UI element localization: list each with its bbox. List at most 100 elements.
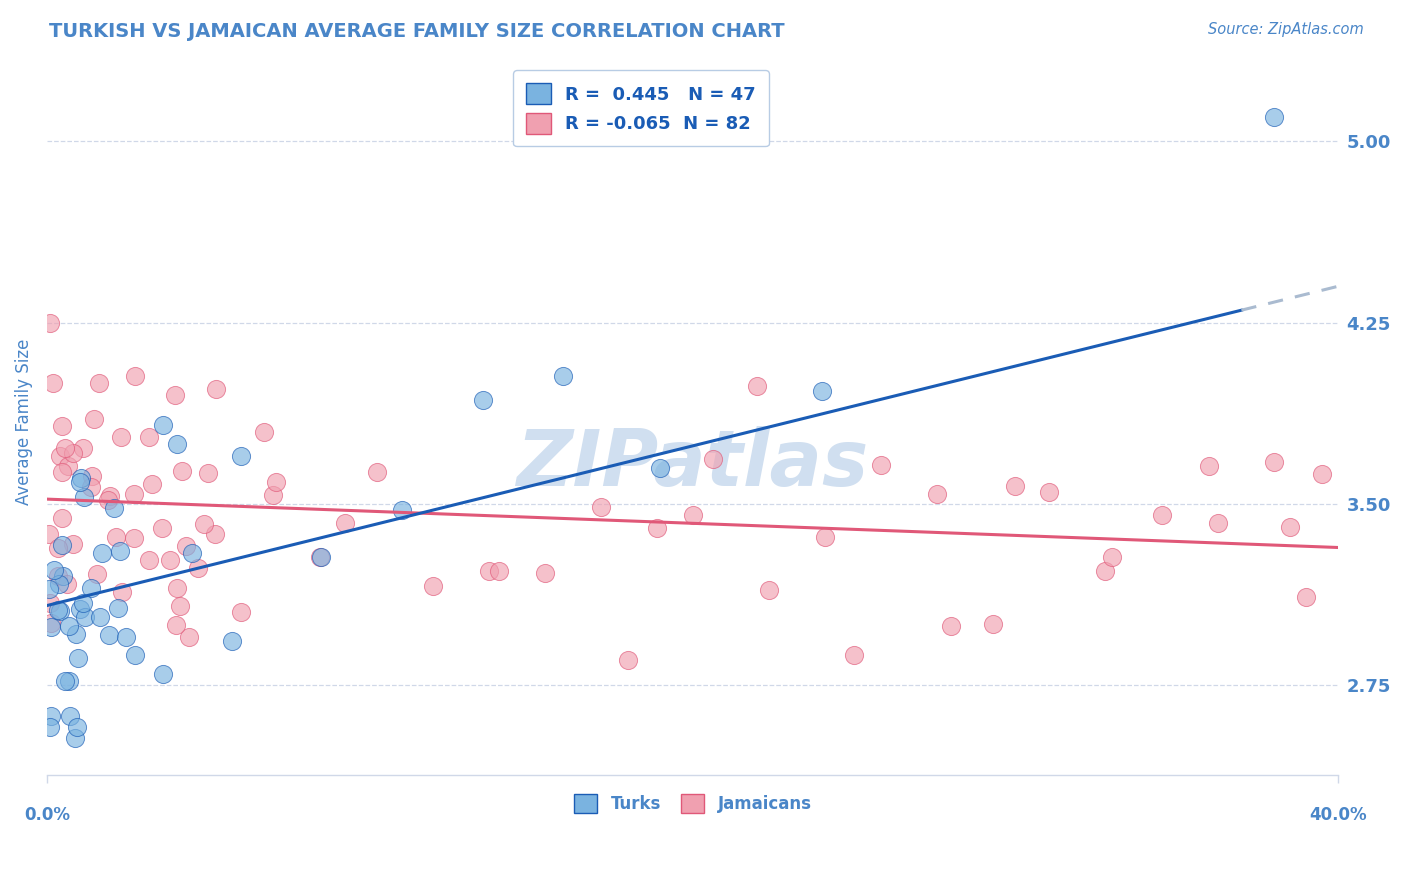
Point — [471, 393, 494, 408]
Point — [172, 464, 194, 478]
Point — [111, 585, 134, 599]
Point — [46, 541, 69, 555]
Point — [75, 610, 97, 624]
Point — [1101, 549, 1123, 564]
Point — [152, 417, 174, 432]
Point — [165, 618, 187, 632]
Point — [69, 475, 91, 490]
Point — [842, 648, 865, 662]
Point — [262, 488, 284, 502]
Point — [159, 552, 181, 566]
Point — [1263, 110, 1285, 124]
Point — [124, 648, 146, 662]
Y-axis label: Average Family Size: Average Family Size — [15, 339, 32, 505]
Point — [166, 437, 188, 451]
Point — [309, 549, 332, 564]
Point — [98, 489, 121, 503]
Point — [179, 630, 201, 644]
Point — [39, 709, 62, 723]
Point — [56, 577, 79, 591]
Point — [42, 563, 65, 577]
Point — [391, 503, 413, 517]
Point — [702, 452, 724, 467]
Point — [41, 616, 63, 631]
Point — [89, 610, 111, 624]
Point — [41, 376, 63, 390]
Point — [122, 532, 145, 546]
Point — [53, 673, 76, 688]
Point — [927, 487, 949, 501]
Point — [108, 544, 131, 558]
Point — [333, 516, 356, 531]
Point — [645, 521, 668, 535]
Point — [165, 388, 187, 402]
Point — [58, 673, 80, 688]
Point — [103, 501, 125, 516]
Point — [870, 458, 893, 473]
Point — [48, 577, 70, 591]
Point — [73, 490, 96, 504]
Point — [141, 476, 163, 491]
Point — [589, 500, 612, 514]
Point — [1198, 458, 1220, 473]
Point — [37, 582, 59, 596]
Point — [80, 469, 103, 483]
Point — [138, 429, 160, 443]
Point — [138, 553, 160, 567]
Point — [48, 604, 70, 618]
Point — [488, 564, 510, 578]
Point — [98, 628, 121, 642]
Point — [65, 627, 87, 641]
Point — [91, 546, 114, 560]
Point — [80, 479, 103, 493]
Point — [62, 446, 84, 460]
Point — [366, 465, 388, 479]
Point — [110, 429, 132, 443]
Point — [72, 441, 94, 455]
Point — [72, 596, 94, 610]
Point — [46, 602, 69, 616]
Point — [266, 475, 288, 490]
Point — [814, 530, 837, 544]
Point — [122, 486, 145, 500]
Point — [97, 493, 120, 508]
Point — [1295, 590, 1317, 604]
Point — [221, 634, 243, 648]
Point — [229, 449, 252, 463]
Point — [152, 667, 174, 681]
Point — [67, 651, 90, 665]
Point — [39, 720, 62, 734]
Point — [56, 459, 79, 474]
Point — [150, 521, 173, 535]
Point — [51, 511, 73, 525]
Point — [187, 560, 209, 574]
Point — [181, 545, 204, 559]
Point — [758, 582, 780, 597]
Text: 0.0%: 0.0% — [24, 806, 70, 824]
Point — [1206, 516, 1229, 530]
Point — [59, 708, 82, 723]
Point — [52, 568, 75, 582]
Point — [51, 465, 73, 479]
Point — [1278, 520, 1301, 534]
Point — [39, 620, 62, 634]
Point — [58, 619, 80, 633]
Point — [80, 581, 103, 595]
Point — [51, 418, 73, 433]
Point — [62, 537, 84, 551]
Text: TURKISH VS JAMAICAN AVERAGE FAMILY SIZE CORRELATION CHART: TURKISH VS JAMAICAN AVERAGE FAMILY SIZE … — [49, 22, 785, 41]
Point — [63, 731, 86, 746]
Point — [205, 382, 228, 396]
Point — [169, 599, 191, 613]
Point — [107, 601, 129, 615]
Point — [682, 508, 704, 523]
Point — [939, 619, 962, 633]
Point — [86, 567, 108, 582]
Point — [1094, 564, 1116, 578]
Text: 40.0%: 40.0% — [1309, 806, 1367, 824]
Point — [69, 470, 91, 484]
Point — [83, 412, 105, 426]
Point — [39, 316, 62, 330]
Point — [1038, 484, 1060, 499]
Point — [53, 442, 76, 456]
